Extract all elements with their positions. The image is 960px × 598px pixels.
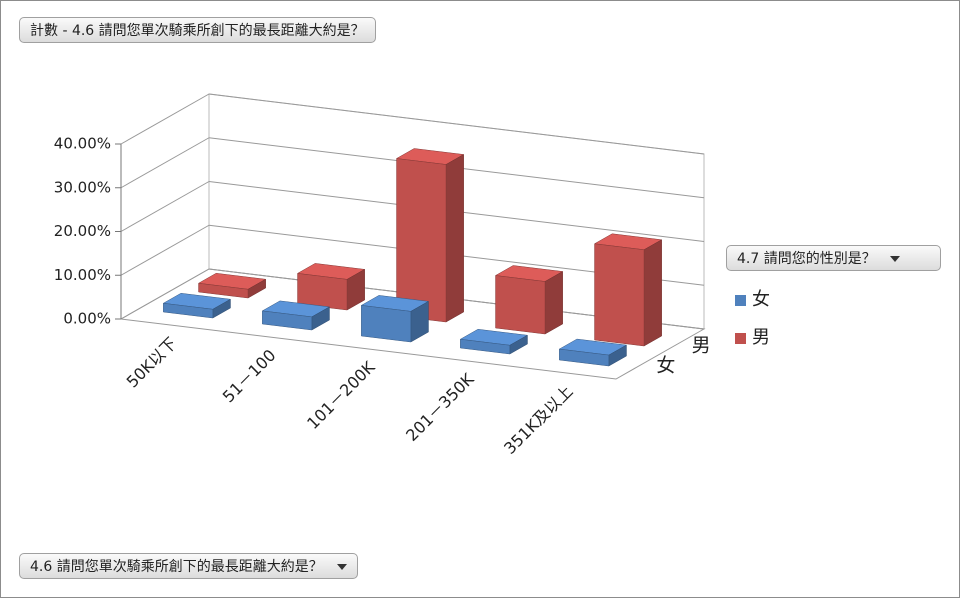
bar [395,148,465,323]
x-tick-label: 201－350K [402,369,478,445]
legend-label: 女 [752,289,770,310]
bar [593,233,663,347]
bar-front [396,158,447,323]
legend-label: 男 [752,327,770,348]
bar-front [262,310,313,331]
chart-title: 計數 - 4.6 請問您單次騎乘所創下的最長距離大約是？ [30,23,365,39]
grid-line [120,224,210,276]
bar [459,328,529,355]
bar-side [445,154,464,323]
legend-entry: 男 [735,323,770,349]
y-tick-label: 20.00% [54,222,111,240]
grid-line [120,268,210,320]
bar [162,292,232,319]
x-tick-label: 50K以下 [123,334,181,392]
y-tick-label: 0.00% [63,310,111,328]
bar [494,265,564,335]
legend-swatch [735,294,746,306]
x-tick-label: 51－100 [219,346,280,407]
bar [261,300,331,331]
depth-label: 男 [692,335,711,357]
bar-front [495,275,546,335]
bar [360,295,430,343]
legend-swatch [735,332,746,344]
bar-side [643,239,662,347]
y-tick-label: 40.00% [54,135,111,153]
value-field-button[interactable]: 計數 - 4.6 請問您單次騎乘所創下的最長距離大約是？ [19,17,376,43]
grid-line [120,181,210,232]
bar-front [559,348,610,367]
grid-line [120,93,210,145]
x-tick-label: 351K及以上 [500,382,576,458]
dropdown-arrow [336,564,347,570]
depth-label: 女 [656,355,675,377]
legend-field-button[interactable]: 4.7 請問您的性別是？ [726,245,941,271]
axis-field-button[interactable]: 4.6 請問您單次騎乘所創下的最長距離大約是？ [19,553,358,579]
bar-front [198,282,249,299]
dropdown-arrow [889,256,900,262]
grid-line [120,137,210,189]
x-tick-label: 101－200K [303,357,379,433]
y-tick-label: 30.00% [54,178,111,196]
bar-front [460,338,511,355]
legend-entry: 女 [735,285,770,311]
grid-line [208,93,705,155]
bar-front [361,305,412,343]
legend-title: 4.7 請問您的性別是？ [737,251,876,267]
bar-side [544,271,563,335]
x-axis-field: 4.6 請問您單次騎乘所創下的最長距離大約是？ [30,559,323,575]
bar-front [594,243,645,347]
bar-front [297,273,348,311]
bar [296,263,366,311]
bar [197,272,267,299]
bar [558,338,628,367]
y-tick-label: 10.00% [54,266,111,284]
bar-front [163,302,214,319]
